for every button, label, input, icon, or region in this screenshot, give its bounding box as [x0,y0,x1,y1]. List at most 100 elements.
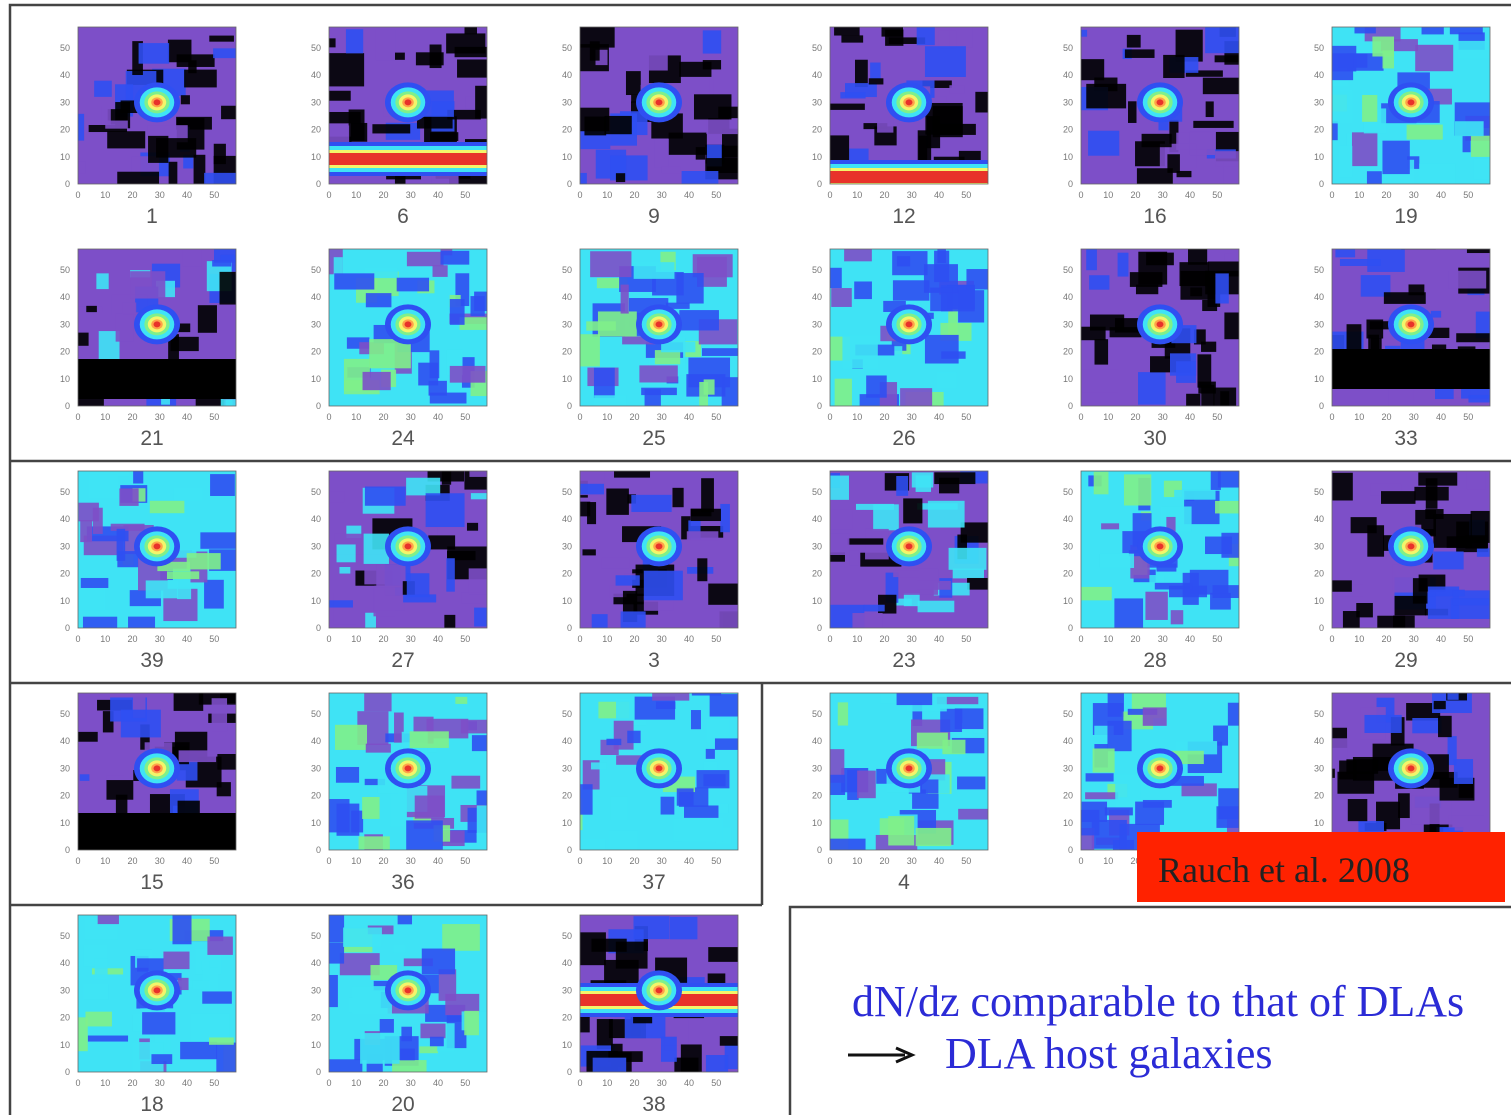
panel [824,468,995,636]
noise-patch [917,18,935,45]
noise-patch [394,944,406,952]
x-tick-label: 50 [1212,412,1222,422]
noise-patch [441,251,470,265]
source [906,543,913,549]
noise-patch [627,731,640,743]
noise-patch [184,70,217,88]
source [656,765,663,771]
noise-patch [444,615,455,632]
noise-patch [953,569,984,579]
noise-patch [373,587,394,616]
source [1408,765,1415,771]
noise-patch [641,388,677,395]
noise-patch [1413,578,1428,603]
y-tick-label: 20 [1314,791,1324,801]
noise-patch [117,529,126,561]
noise-patch [1167,154,1180,173]
noise-patch [679,310,719,330]
source [154,543,161,549]
noise-patch [1330,90,1353,123]
x-tick-label: 40 [934,412,944,422]
y-tick-label: 40 [60,958,70,968]
y-tick-label: 10 [1314,152,1324,162]
y-tick-label: 10 [562,818,572,828]
noise-patch [937,373,957,389]
y-tick-label: 40 [562,70,572,80]
noise-patch [410,731,449,748]
noise-patch [325,38,336,47]
x-tick-label: 50 [460,412,470,422]
noise-patch [380,1019,394,1033]
noise-patch [857,771,876,799]
source [906,321,913,327]
y-tick-label: 30 [311,319,321,329]
panel-label: 28 [1143,649,1166,672]
noise-patch [442,465,451,485]
noise-patch [903,498,922,523]
noise-patch [888,816,914,845]
y-tick-label: 30 [311,97,321,107]
noise-patch [123,302,137,314]
x-tick-label: 30 [1158,634,1168,644]
noise-patch [715,738,756,749]
y-tick-label: 10 [60,596,70,606]
y-tick-label: 0 [817,845,822,855]
panel-label: 38 [642,1093,665,1115]
y-tick-label: 0 [567,845,572,855]
noise-patch [1221,533,1249,558]
noise-patch [821,268,841,288]
noise-patch [869,78,884,84]
panel [324,911,504,1088]
x-tick-label: 0 [1329,190,1334,200]
noise-patch [349,109,365,140]
noise-patch [644,571,683,601]
noise-patch [616,575,640,585]
noise-patch [1197,354,1211,387]
y-tick-label: 20 [311,347,321,357]
y-tick-label: 0 [817,401,822,411]
noise-patch [606,739,621,745]
noise-patch [407,252,444,266]
noise-patch [1188,242,1207,264]
y-tick-label: 50 [812,709,822,719]
noise-patch [1143,707,1167,725]
noise-patch [842,335,877,368]
x-tick-label: 10 [1103,190,1113,200]
y-tick-label: 20 [812,791,822,801]
x-tick-label: 50 [460,190,470,200]
noise-patch [1434,701,1446,709]
noise-patch [1128,101,1136,123]
noise-patch [957,777,985,790]
y-tick-label: 0 [1319,401,1324,411]
x-tick-label: 10 [852,412,862,422]
noise-patch [1135,802,1164,825]
noise-patch [687,531,719,540]
source [154,321,161,327]
noise-patch [864,605,885,612]
noise-patch [182,239,202,266]
noise-patch [376,564,405,587]
x-tick-label: 50 [961,412,971,422]
y-tick-label: 30 [1063,97,1073,107]
x-tick-label: 0 [75,856,80,866]
source [154,99,161,105]
noise-patch [681,1044,702,1078]
noise-patch [1474,159,1508,179]
noise-patch [705,608,746,634]
y-tick-label: 20 [812,569,822,579]
panel [323,461,515,641]
noise-patch [676,273,703,303]
noise-patch [343,928,382,947]
noise-patch [217,782,231,796]
y-tick-label: 0 [567,1067,572,1077]
noise-patch [598,311,637,336]
y-tick-label: 40 [311,736,321,746]
noise-patch [88,474,118,497]
noise-patch [130,271,165,298]
noise-patch [1190,131,1215,155]
x-tick-label: 40 [1185,634,1195,644]
noise-patch [1088,131,1119,156]
y-tick-label: 10 [812,374,822,384]
x-tick-label: 40 [934,856,944,866]
noise-patch [376,29,396,60]
